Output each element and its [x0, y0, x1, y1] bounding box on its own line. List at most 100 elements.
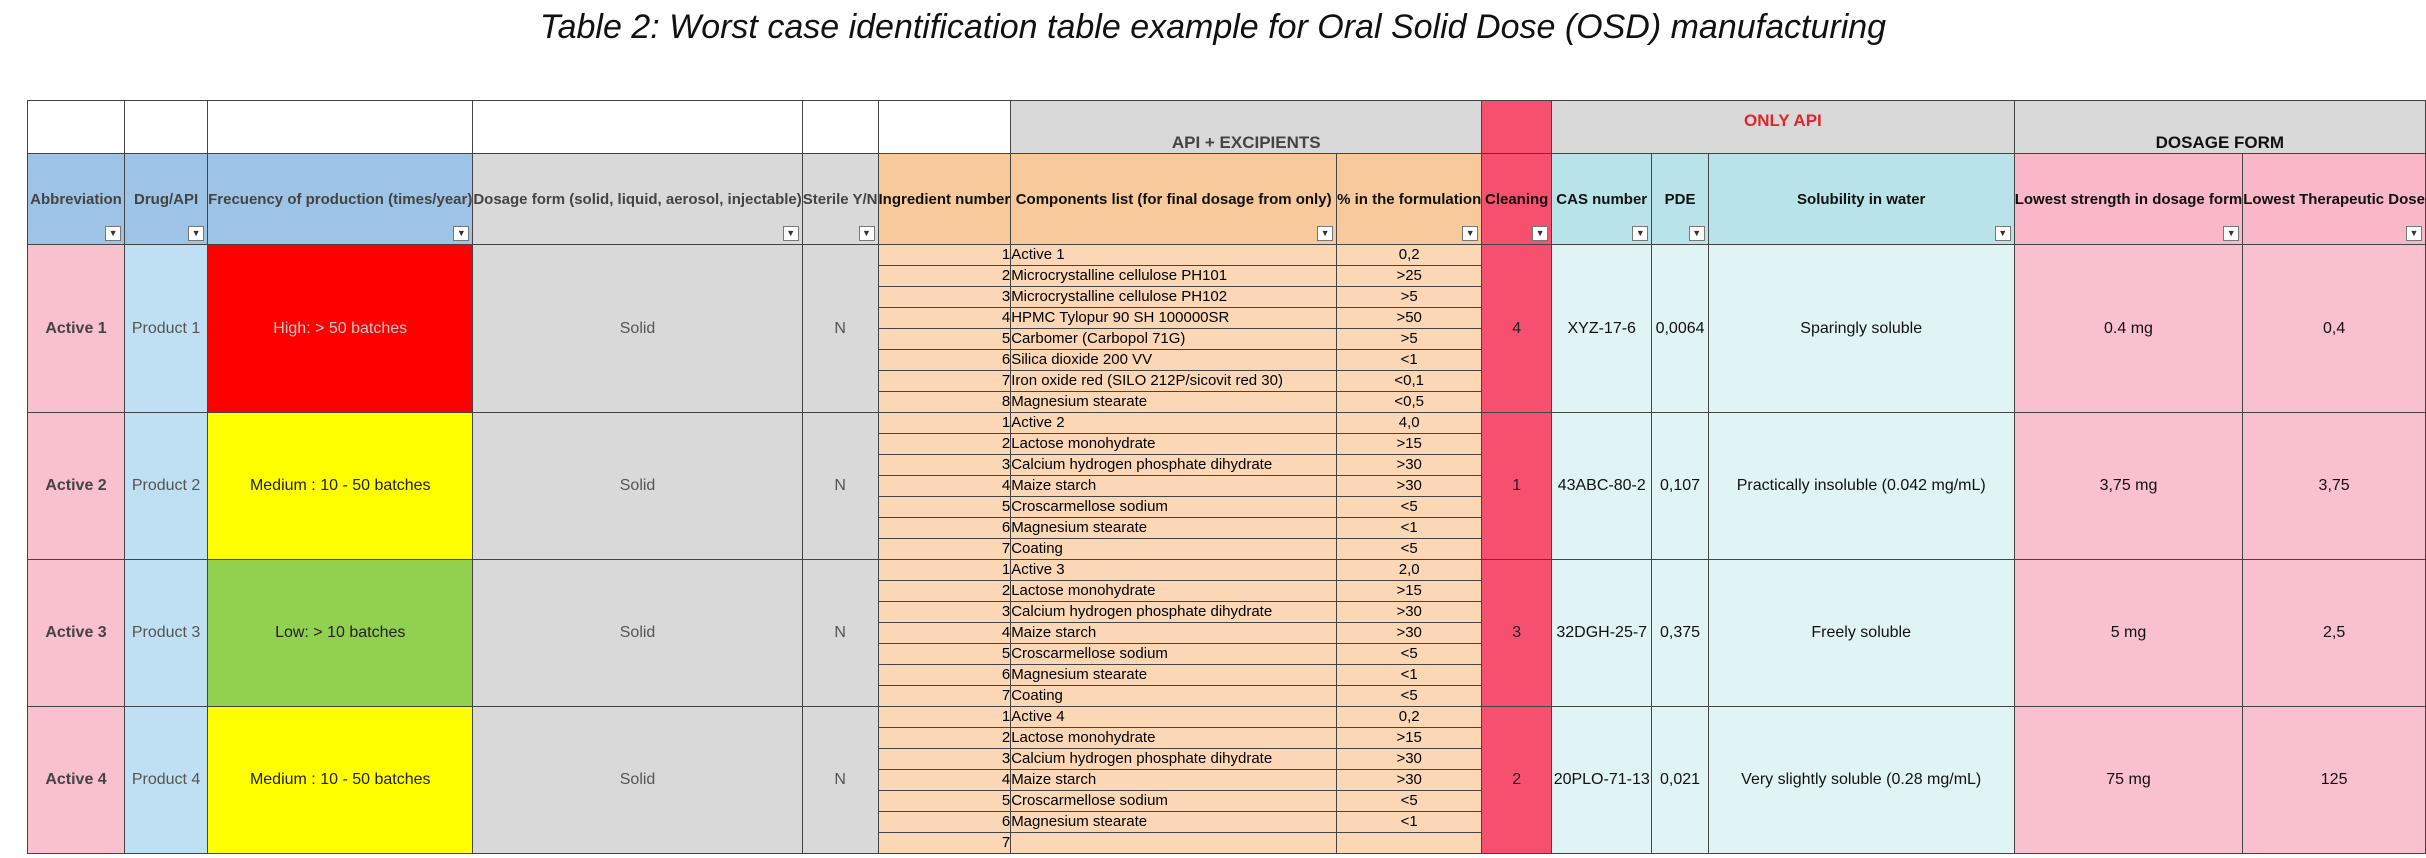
col-ingredient-number-header[interactable]: Ingredient number	[877, 153, 1012, 245]
component-name-cell[interactable]: Carbomer (Carbopol 71G)	[1010, 328, 1338, 350]
drug-cell[interactable]: Product 3	[124, 559, 209, 707]
pde-cell[interactable]: 0,375	[1651, 559, 1709, 707]
dosage-form-cell[interactable]: Solid	[472, 559, 803, 707]
lowest-strength-cell[interactable]: 3,75 mg	[2013, 412, 2244, 560]
col-lowest-strength-header[interactable]: Lowest strength in dosage form ▼	[2013, 153, 2244, 245]
lowest-dose-cell[interactable]: 3,75	[2242, 412, 2426, 560]
filter-dropdown-icon[interactable]: ▼	[1994, 226, 2011, 241]
component-name-cell[interactable]: Calcium hydrogen phosphate dihydrate	[1010, 454, 1338, 476]
percent-cell[interactable]: >5	[1336, 328, 1483, 350]
percent-cell[interactable]: <1	[1336, 517, 1483, 539]
percent-cell[interactable]: <5	[1336, 496, 1483, 518]
abbreviation-cell[interactable]: Active 4	[26, 706, 126, 854]
abbreviation-cell[interactable]: Active 1	[26, 244, 126, 413]
component-name-cell[interactable]: Microcrystalline cellulose PH102	[1010, 286, 1338, 308]
component-name-cell[interactable]: Iron oxide red (SILO 212P/sicovit red 30…	[1010, 370, 1338, 392]
ingredient-number-cell[interactable]: 7	[877, 370, 1012, 392]
ingredient-number-cell[interactable]: 1	[877, 244, 1012, 266]
solubility-cell[interactable]: Freely soluble	[1707, 559, 2015, 707]
cleaning-cell[interactable]: 4	[1481, 244, 1553, 413]
component-name-cell[interactable]: Silica dioxide 200 VV	[1010, 349, 1338, 371]
percent-cell[interactable]: >5	[1336, 286, 1483, 308]
ingredient-number-cell[interactable]: 4	[877, 769, 1012, 791]
filter-dropdown-icon[interactable]: ▼	[858, 226, 875, 241]
percent-cell[interactable]: <5	[1336, 685, 1483, 707]
filter-dropdown-icon[interactable]: ▼	[1317, 226, 1334, 241]
cleaning-cell[interactable]: 2	[1481, 706, 1553, 854]
filter-dropdown-icon[interactable]: ▼	[453, 226, 470, 241]
ingredient-number-cell[interactable]: 7	[877, 685, 1012, 707]
percent-cell[interactable]: >50	[1336, 307, 1483, 329]
solubility-cell[interactable]: Practically insoluble (0.042 mg/mL)	[1707, 412, 2015, 560]
percent-cell[interactable]	[1336, 832, 1483, 854]
component-name-cell[interactable]: Lactose monohydrate	[1010, 433, 1338, 455]
percent-cell[interactable]: 4,0	[1336, 412, 1483, 434]
ingredient-number-cell[interactable]: 2	[877, 265, 1012, 287]
col-cas-header[interactable]: CAS number ▼	[1551, 153, 1653, 245]
component-name-cell[interactable]: Active 4	[1010, 706, 1338, 728]
percent-cell[interactable]: >30	[1336, 622, 1483, 644]
dosage-form-cell[interactable]: Solid	[472, 244, 803, 413]
component-name-cell[interactable]: Magnesium stearate	[1010, 517, 1338, 539]
component-name-cell[interactable]: Coating	[1010, 685, 1338, 707]
component-name-cell[interactable]: Coating	[1010, 538, 1338, 560]
percent-cell[interactable]: >15	[1336, 727, 1483, 749]
component-name-cell[interactable]: Magnesium stearate	[1010, 811, 1338, 833]
sterile-cell[interactable]: N	[801, 412, 879, 560]
ingredient-number-cell[interactable]: 3	[877, 601, 1012, 623]
col-solubility-header[interactable]: Solubility in water ▼	[1707, 153, 2015, 245]
percent-cell[interactable]: 2,0	[1336, 559, 1483, 581]
component-name-cell[interactable]: Lactose monohydrate	[1010, 727, 1338, 749]
component-name-cell[interactable]: HPMC Tylopur 90 SH 100000SR	[1010, 307, 1338, 329]
col-dosage-form-header[interactable]: Dosage form (solid, liquid, aerosol, inj…	[472, 153, 803, 245]
frequency-cell[interactable]: Low: > 10 batches	[207, 559, 474, 707]
filter-dropdown-icon[interactable]: ▼	[1632, 226, 1649, 241]
percent-cell[interactable]: <1	[1336, 349, 1483, 371]
ingredient-number-cell[interactable]: 1	[877, 412, 1012, 434]
ingredient-number-cell[interactable]: 5	[877, 790, 1012, 812]
ingredient-number-cell[interactable]: 2	[877, 433, 1012, 455]
component-name-cell[interactable]: Croscarmellose sodium	[1010, 790, 1338, 812]
ingredient-number-cell[interactable]: 3	[877, 748, 1012, 770]
cas-cell[interactable]: 20PLO-71-13	[1551, 706, 1653, 854]
cleaning-cell[interactable]: 3	[1481, 559, 1553, 707]
component-name-cell[interactable]: Maize starch	[1010, 475, 1338, 497]
frequency-cell[interactable]: High: > 50 batches	[207, 244, 474, 413]
filter-dropdown-icon[interactable]: ▼	[2223, 226, 2240, 241]
component-name-cell[interactable]: Maize starch	[1010, 622, 1338, 644]
lowest-strength-cell[interactable]: 75 mg	[2013, 706, 2244, 854]
ingredient-number-cell[interactable]: 6	[877, 517, 1012, 539]
abbreviation-cell[interactable]: Active 2	[26, 412, 126, 560]
component-name-cell[interactable]: Croscarmellose sodium	[1010, 643, 1338, 665]
frequency-cell[interactable]: Medium : 10 - 50 batches	[207, 412, 474, 560]
ingredient-number-cell[interactable]: 4	[877, 622, 1012, 644]
ingredient-number-cell[interactable]: 4	[877, 307, 1012, 329]
ingredient-number-cell[interactable]: 3	[877, 454, 1012, 476]
cas-cell[interactable]: 32DGH-25-7	[1551, 559, 1653, 707]
lowest-dose-cell[interactable]: 2,5	[2242, 559, 2426, 707]
col-cleaning-header[interactable]: Cleaning ▼	[1481, 153, 1553, 245]
lowest-strength-cell[interactable]: 5 mg	[2013, 559, 2244, 707]
ingredient-number-cell[interactable]: 5	[877, 496, 1012, 518]
component-name-cell[interactable]: Magnesium stearate	[1010, 391, 1338, 413]
percent-cell[interactable]: >30	[1336, 769, 1483, 791]
ingredient-number-cell[interactable]: 5	[877, 328, 1012, 350]
col-sterile-header[interactable]: Sterile Y/N ▼	[801, 153, 879, 245]
ingredient-number-cell[interactable]: 1	[877, 706, 1012, 728]
component-name-cell[interactable]: Lactose monohydrate	[1010, 580, 1338, 602]
component-name-cell[interactable]: Active 3	[1010, 559, 1338, 581]
ingredient-number-cell[interactable]: 8	[877, 391, 1012, 413]
ingredient-number-cell[interactable]: 2	[877, 580, 1012, 602]
pde-cell[interactable]: 0,107	[1651, 412, 1709, 560]
solubility-cell[interactable]: Very slightly soluble (0.28 mg/mL)	[1707, 706, 2015, 854]
component-name-cell[interactable]: Active 2	[1010, 412, 1338, 434]
abbreviation-cell[interactable]: Active 3	[26, 559, 126, 707]
percent-cell[interactable]: <5	[1336, 790, 1483, 812]
lowest-dose-cell[interactable]: 125	[2242, 706, 2426, 854]
ingredient-number-cell[interactable]: 6	[877, 811, 1012, 833]
percent-cell[interactable]: <1	[1336, 811, 1483, 833]
sterile-cell[interactable]: N	[801, 706, 879, 854]
filter-dropdown-icon[interactable]: ▼	[1532, 226, 1549, 241]
percent-cell[interactable]: >30	[1336, 475, 1483, 497]
dosage-form-cell[interactable]: Solid	[472, 412, 803, 560]
